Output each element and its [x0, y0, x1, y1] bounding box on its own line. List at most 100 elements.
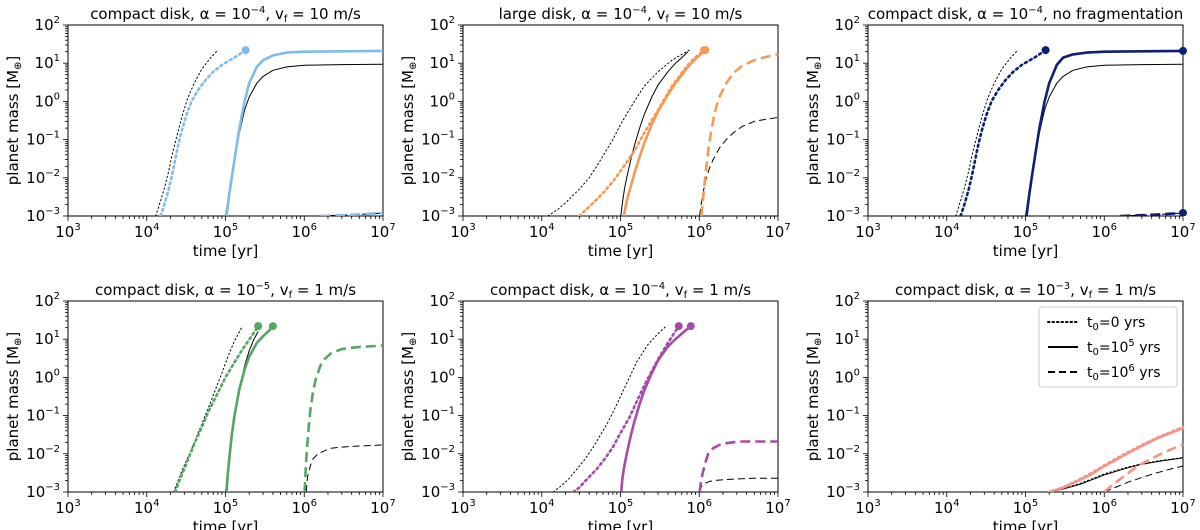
tick-base: 10 [608, 223, 627, 241]
tick-base: 10 [430, 330, 449, 348]
reference-line-solid [620, 51, 689, 216]
x-axis-label-text: time [yr] [588, 518, 653, 530]
tick-base: 10 [1170, 499, 1189, 517]
tick-base: 10 [26, 483, 45, 501]
tick-exponent: −1 [440, 130, 455, 141]
tick-base: 10 [430, 16, 449, 34]
tick-exponent: 5 [232, 222, 238, 233]
title-text: , v [265, 5, 284, 23]
tick-base: 10 [430, 368, 449, 386]
x-tick-label: 103 [450, 498, 475, 517]
x-tick-label: 105 [213, 498, 238, 517]
tick-exponent: 0 [449, 367, 455, 378]
tick-exponent: 0 [854, 367, 860, 378]
tick-exponent: 5 [1032, 498, 1038, 509]
reference-line-solid [620, 327, 689, 492]
x-axis-label: time [yr] [588, 518, 653, 530]
title-text: compact disk, [868, 5, 977, 23]
title-text: = 10 [209, 5, 250, 23]
title-alpha: α [200, 5, 210, 23]
tick-exponent: 3 [74, 222, 80, 233]
reference-line-solid [1049, 457, 1184, 492]
tick-exponent: 6 [706, 498, 712, 509]
x-tick-label: 104 [134, 498, 159, 517]
tick-base: 10 [529, 499, 548, 517]
tick-base: 10 [35, 16, 54, 34]
tick-base: 10 [421, 131, 440, 149]
tick-base: 10 [826, 407, 845, 425]
tick-exponent: −2 [45, 444, 60, 455]
tick-base: 10 [835, 292, 854, 310]
x-tick-label: 107 [765, 222, 790, 241]
title-exponent: −4 [632, 5, 647, 16]
x-tick-label: 106 [1092, 222, 1117, 241]
series-line-dashed [699, 53, 779, 216]
tick-exponent: 1 [54, 53, 60, 64]
tick-exponent: 2 [854, 291, 860, 302]
title-text: , no fragmentation [1043, 5, 1183, 23]
y-tick-label: 100 [430, 367, 455, 386]
y-axis-label-subscript: ⊕ [13, 338, 24, 346]
series-line-dotted [577, 48, 706, 216]
title-subscript: f [665, 14, 669, 25]
legend-text: =10 [1099, 340, 1129, 356]
tick-exponent: 7 [1189, 498, 1195, 509]
tick-base: 10 [421, 483, 440, 501]
title-subscript: f [284, 14, 288, 25]
y-tick-label: 100 [430, 91, 455, 110]
x-tick-label: 107 [370, 498, 395, 517]
tick-base: 10 [430, 292, 449, 310]
y-tick-label: 100 [835, 91, 860, 110]
x-axis-label: time [yr] [193, 242, 258, 260]
title-exponent: −5 [255, 281, 270, 292]
legend-superscript: 5 [1128, 338, 1134, 349]
x-axis-label-text: time [yr] [993, 242, 1058, 260]
tick-base: 10 [1092, 499, 1111, 517]
tick-exponent: 1 [854, 53, 860, 64]
reference-line-dotted [1048, 457, 1184, 492]
title-text: = 10 [214, 281, 255, 299]
tick-exponent: 2 [449, 291, 455, 302]
tick-exponent: 6 [1111, 222, 1117, 233]
y-axis-label-subscript: ⊕ [813, 62, 824, 70]
legend-superscript: 6 [1128, 363, 1134, 374]
tick-exponent: 0 [854, 91, 860, 102]
series-line-dotted [571, 324, 681, 492]
tick-exponent: −2 [45, 168, 60, 179]
y-tick-label: 102 [35, 15, 60, 34]
tick-exponent: 1 [854, 329, 860, 340]
y-axis-label-subscript: ⊕ [408, 338, 419, 346]
legend-text: yrs [1135, 340, 1161, 356]
title-alpha: α [599, 281, 609, 299]
tick-base: 10 [430, 92, 449, 110]
y-tick-label: 100 [835, 367, 860, 386]
x-axis-label: time [yr] [993, 242, 1058, 260]
title-text: = 1 m/s [687, 281, 751, 299]
reference-line-dashed [699, 477, 778, 492]
tick-exponent: −3 [45, 206, 60, 217]
title-alpha: α [1004, 281, 1014, 299]
panel-title: large disk, α = 10−4, vf = 10 m/s [499, 5, 743, 25]
tick-exponent: 7 [784, 222, 790, 233]
tick-base: 10 [835, 330, 854, 348]
isolation-marker [1179, 46, 1187, 55]
tick-exponent: 3 [74, 498, 80, 509]
x-axis-label-text: time [yr] [993, 518, 1058, 530]
tick-base: 10 [826, 131, 845, 149]
y-tick-label: 10−3 [26, 206, 60, 225]
y-tick-label: 10−3 [421, 482, 455, 501]
title-exponent: −4 [650, 281, 665, 292]
x-tick-label: 104 [934, 222, 959, 241]
panel-title: compact disk, α = 10−4, no fragmentation [868, 5, 1184, 23]
title-text: compact disk, [90, 5, 199, 23]
legend-text: t [1087, 315, 1093, 331]
isolation-marker [674, 322, 683, 331]
tick-exponent: −3 [845, 482, 860, 493]
x-axis-label: time [yr] [588, 242, 653, 260]
legend-subscript: 0 [1093, 322, 1099, 333]
tick-exponent: 5 [627, 222, 633, 233]
title-text: compact disk, [95, 281, 204, 299]
tick-exponent: 4 [153, 222, 159, 233]
